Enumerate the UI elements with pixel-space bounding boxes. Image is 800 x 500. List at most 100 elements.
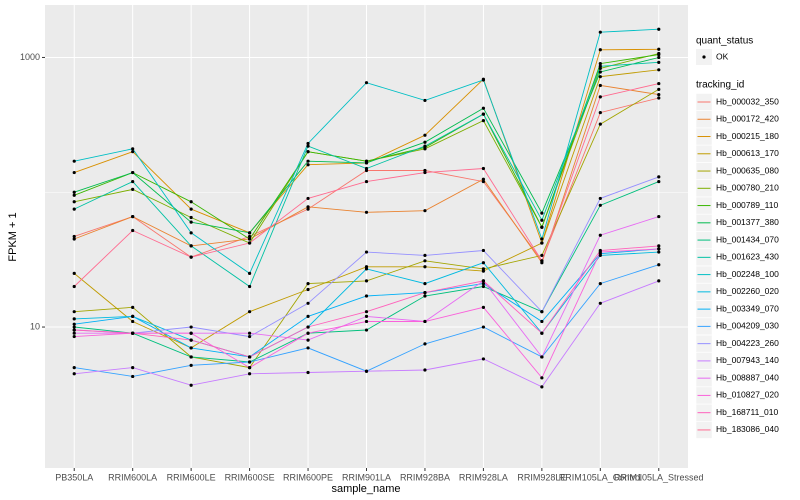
- data-point: [364, 250, 369, 254]
- data-point: [598, 95, 602, 99]
- legend-label: Hb_010827_020: [716, 390, 779, 400]
- legend-label: Hb_002248_100: [716, 269, 779, 279]
- data-point: [364, 161, 369, 165]
- data-point: [131, 374, 135, 379]
- data-point: [423, 319, 427, 324]
- data-point: [306, 301, 310, 305]
- legend-label: OK: [716, 51, 729, 61]
- data-point: [657, 279, 661, 283]
- data-point: [657, 214, 661, 219]
- data-point: [247, 234, 252, 239]
- data-point: [423, 253, 427, 258]
- data-point: [481, 119, 486, 123]
- data-point: [131, 228, 135, 233]
- data-point: [72, 325, 76, 329]
- data-point: [364, 319, 369, 324]
- data-point: [306, 370, 310, 375]
- data-point: [423, 98, 427, 103]
- x-tick-label: RRIM105LA_Control: [559, 472, 642, 482]
- data-point: [72, 284, 76, 289]
- data-point: [72, 372, 76, 376]
- data-point: [657, 47, 661, 51]
- data-point: [481, 177, 486, 181]
- y-tick-label: 10: [30, 321, 40, 331]
- data-point: [72, 271, 76, 276]
- data-point: [481, 325, 486, 329]
- data-point: [247, 237, 252, 241]
- data-point: [247, 360, 252, 364]
- data-point: [598, 248, 602, 253]
- data-point: [657, 68, 661, 72]
- legend-label: Hb_001623_430: [716, 252, 779, 262]
- data-point: [131, 214, 135, 219]
- data-point: [247, 310, 252, 314]
- y-tick-label: 1000: [20, 52, 40, 62]
- data-point: [423, 282, 427, 286]
- data-point: [72, 190, 76, 194]
- data-point: [481, 279, 486, 283]
- data-point: [247, 334, 252, 339]
- data-point: [598, 64, 602, 68]
- x-tick-label: RRIM600LA: [108, 472, 157, 482]
- legend-title: tracking_id: [696, 80, 744, 91]
- data-point: [72, 334, 76, 339]
- x-tick-label: RRIM600LE: [167, 472, 216, 482]
- data-point: [306, 163, 310, 167]
- data-point: [598, 48, 602, 52]
- data-point: [657, 60, 661, 64]
- data-point: [72, 237, 76, 241]
- data-point: [306, 282, 310, 286]
- data-point: [364, 210, 369, 214]
- data-point: [540, 225, 544, 229]
- data-point: [247, 366, 252, 370]
- data-point: [72, 200, 76, 204]
- data-point: [306, 205, 310, 209]
- legend-label: Hb_001377_380: [716, 217, 779, 227]
- data-point: [423, 259, 427, 263]
- data-point: [364, 294, 369, 298]
- legend-label: Hb_004223_260: [716, 338, 779, 348]
- data-point: [423, 368, 427, 372]
- data-point: [423, 144, 427, 148]
- data-point: [72, 328, 76, 332]
- legend-label: Hb_001434_070: [716, 234, 779, 244]
- data-point: [481, 106, 486, 110]
- data-point: [364, 279, 369, 283]
- x-tick-label: RRIM105LA_Stressed: [614, 472, 704, 482]
- data-point: [72, 170, 76, 175]
- legend-label: Hb_000172_420: [716, 114, 779, 124]
- legend-label: Hb_004209_030: [716, 321, 779, 331]
- data-point: [481, 248, 486, 253]
- data-point: [189, 331, 193, 335]
- data-point: [131, 187, 135, 191]
- data-point: [540, 218, 544, 222]
- data-point: [364, 314, 369, 318]
- data-point: [189, 383, 193, 387]
- data-point: [598, 75, 602, 79]
- data-point: [657, 55, 661, 60]
- data-point: [306, 331, 310, 335]
- legend-label: Hb_168711_010: [716, 407, 779, 417]
- data-point: [189, 200, 193, 204]
- data-point: [598, 282, 602, 286]
- data-point: [189, 338, 193, 342]
- data-point: [72, 234, 76, 239]
- x-tick-label: RRIM600PE: [283, 472, 333, 482]
- data-point: [189, 325, 193, 329]
- data-point: [598, 233, 602, 237]
- legend-label: Hb_002260_020: [716, 286, 779, 296]
- data-point: [247, 271, 252, 276]
- data-point: [657, 263, 661, 267]
- data-point: [481, 357, 486, 361]
- data-point: [481, 261, 486, 265]
- data-point: [481, 179, 486, 184]
- data-point: [423, 265, 427, 269]
- data-point: [189, 355, 193, 359]
- data-point: [72, 193, 76, 197]
- legend-label: Hb_008887_040: [716, 372, 779, 382]
- data-point: [306, 287, 310, 292]
- data-point: [189, 207, 193, 211]
- data-point: [657, 244, 661, 248]
- data-point: [540, 237, 544, 241]
- data-point: [189, 215, 193, 220]
